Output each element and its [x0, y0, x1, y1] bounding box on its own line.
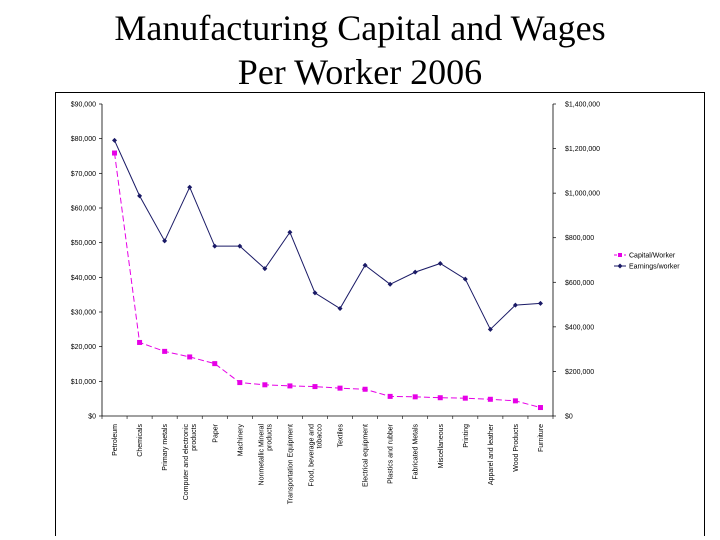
data-point: [462, 276, 468, 282]
data-point: [312, 384, 318, 390]
legend-label: Earnings/worker: [629, 264, 680, 271]
category-label: Paper: [212, 423, 219, 442]
data-point: [437, 395, 443, 401]
data-point: [487, 326, 493, 332]
data-point: [312, 290, 318, 296]
category-label: Petroleum: [112, 424, 119, 456]
category-label: Fabricated Metals: [413, 424, 420, 480]
slide-title-line1: Manufacturing Capital and Wages: [114, 8, 606, 48]
data-point: [237, 380, 243, 386]
data-point: [262, 382, 268, 388]
data-point: [337, 385, 343, 391]
data-point: [162, 238, 168, 244]
data-point: [137, 339, 143, 345]
left-tick-label: $10,000: [71, 379, 96, 386]
category-label: Printing: [463, 424, 470, 448]
data-point: [412, 394, 418, 400]
data-point: [362, 262, 368, 268]
legend-label: Capital/Worker: [629, 253, 676, 260]
right-tick-label: $400,000: [565, 324, 594, 331]
data-point: [387, 393, 393, 399]
slide-title-line2: Per Worker 2006: [237, 52, 483, 92]
left-tick-label: $40,000: [71, 275, 96, 282]
category-label: Plastics and rubber: [388, 423, 395, 484]
right-tick-label: $800,000: [565, 235, 594, 242]
data-point: [112, 150, 118, 156]
data-point: [462, 395, 468, 401]
category-label: Furniture: [538, 424, 545, 452]
category-label: Food, beverage andtobacco: [308, 424, 323, 487]
right-tick-label: $600,000: [565, 280, 594, 287]
left-tick-label: $90,000: [71, 102, 96, 109]
data-point: [137, 193, 143, 199]
data-point: [187, 184, 193, 190]
data-point: [187, 354, 193, 360]
right-tick-label: $1,200,000: [565, 146, 600, 153]
left-tick-label: $20,000: [71, 344, 96, 351]
data-point: [412, 269, 418, 275]
category-label: Apparel and leather: [488, 423, 495, 485]
category-label: Primary metals: [162, 424, 169, 471]
data-point: [387, 281, 393, 287]
category-label: Electrical equipment: [363, 424, 370, 487]
right-tick-label: $1,400,000: [565, 102, 600, 109]
data-point: [437, 260, 443, 266]
category-label: Chemicals: [137, 424, 144, 457]
category-label: Miscellaneous: [438, 424, 445, 469]
left-tick-label: $0: [88, 414, 96, 421]
data-point: [287, 383, 293, 389]
legend-marker: [617, 263, 623, 269]
category-label: Computer and electronicproducts: [183, 424, 198, 501]
slide-title: Manufacturing Capital and Wages Per Work…: [0, 6, 720, 94]
left-tick-label: $80,000: [71, 136, 96, 143]
right-tick-label: $0: [565, 414, 573, 421]
data-point: [537, 300, 543, 306]
category-label: Wood Products: [513, 424, 520, 472]
left-tick-label: $60,000: [71, 206, 96, 213]
category-label: Transportation Equipment: [287, 424, 294, 504]
legend-marker: [618, 253, 622, 257]
right-tick-label: $200,000: [565, 369, 594, 376]
chart-frame: [55, 92, 705, 536]
data-point: [262, 266, 268, 272]
data-point: [362, 386, 368, 392]
category-label: Machinery: [237, 424, 244, 457]
series-line-earnings-worker: [114, 140, 541, 331]
data-point: [287, 229, 293, 235]
data-point: [512, 398, 518, 404]
data-point: [537, 405, 543, 411]
data-point: [112, 137, 118, 143]
data-point: [512, 302, 518, 308]
data-point: [337, 306, 343, 312]
right-tick-label: $1,000,000: [565, 191, 600, 198]
left-tick-label: $70,000: [71, 171, 96, 178]
left-tick-label: $50,000: [71, 240, 96, 247]
left-tick-label: $30,000: [71, 310, 96, 317]
data-point: [212, 243, 218, 249]
data-point: [162, 348, 168, 354]
data-point: [237, 243, 243, 249]
category-label: Textiles: [338, 424, 345, 448]
series-line-capital-worker: [114, 152, 541, 409]
data-point: [212, 361, 218, 367]
category-label: Nonmetallic Mineralproducts: [258, 424, 273, 486]
data-point: [487, 396, 493, 402]
